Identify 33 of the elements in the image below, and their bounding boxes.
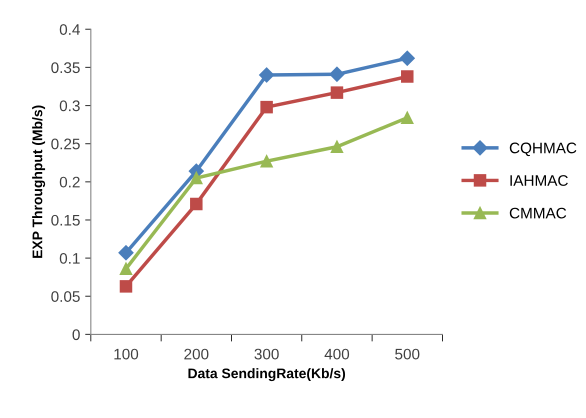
x-axis-title: Data SendingRate(Kb/s) xyxy=(188,368,346,382)
x-tick-label: 100 xyxy=(114,348,138,360)
point xyxy=(120,280,132,293)
legend-label: CQHMAC xyxy=(510,142,576,156)
y-tick-label: 0.15 xyxy=(51,214,80,226)
x-tick-label: 300 xyxy=(254,348,279,360)
point xyxy=(120,262,132,276)
point xyxy=(401,112,414,124)
x-tick-label: 200 xyxy=(184,348,208,360)
point xyxy=(118,245,134,260)
point xyxy=(330,140,344,153)
x-tick-label: 400 xyxy=(324,348,350,360)
y-axis-title: EXP Throughput (Mb/s) xyxy=(32,105,46,258)
y-tick-label: 0 xyxy=(72,329,80,340)
point xyxy=(401,70,414,83)
point xyxy=(330,86,344,99)
y-tick-label: 0.3 xyxy=(60,100,80,112)
point xyxy=(260,154,273,168)
y-tick-label: 0.35 xyxy=(51,62,80,74)
y-tick-label: 0.1 xyxy=(60,252,80,264)
point xyxy=(259,67,274,83)
point xyxy=(400,50,415,66)
point xyxy=(329,66,345,82)
y-tick-label: 0.4 xyxy=(60,24,80,35)
y-tick-label: 0.05 xyxy=(51,291,80,302)
y-tick-label: 0.25 xyxy=(51,138,80,150)
x-tick-label: 500 xyxy=(395,348,420,360)
point xyxy=(260,100,273,114)
y-tick-label: 0.2 xyxy=(60,176,80,188)
point xyxy=(190,198,203,210)
point xyxy=(190,172,203,184)
legend-label: IAHMAC xyxy=(510,175,568,186)
legend-label: CMMAC xyxy=(510,208,566,219)
